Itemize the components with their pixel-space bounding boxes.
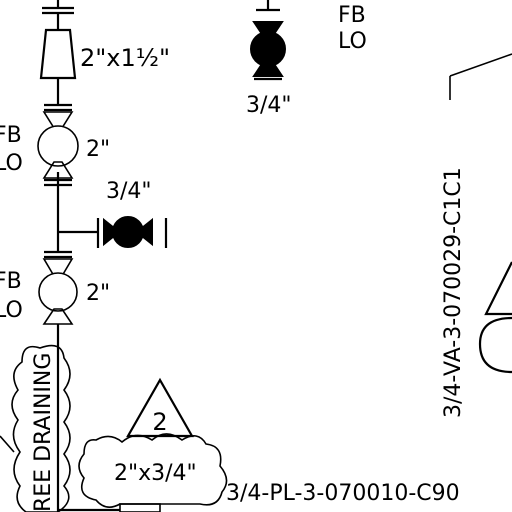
reducer-size-label: 2"x1½" [80,44,170,72]
main-vertical-pipe [42,0,74,512]
bottom-pipe [58,503,161,512]
leader-line [449,53,512,100]
top-right-valve-size-label: 3/4" [246,93,292,118]
ball-valve-upper-icon [37,111,79,179]
cloud-reducer-label: 2"x3/4" [114,461,197,486]
ball-valve-upper-lo-label: LO [0,151,23,176]
revision-cloud-bottom [78,433,228,508]
reducer-icon [39,28,77,80]
top-right-valve-icon [250,21,286,81]
branch-valve-icon [103,216,153,248]
revision-number: 2 [152,408,167,436]
ball-valve-lower-lo-label: LO [0,298,23,323]
top-right-valve-lo-label: LO [338,29,367,54]
ball-valve-upper-fb-label: FB [0,123,22,148]
line-number-vertical: 3/4-VA-3-070029-C1C1 [441,167,466,418]
branch-pipe [58,218,168,248]
revision-cloud-left [0,344,71,512]
top-valve-stem [256,0,280,12]
top-right-valve-fb-label: FB [338,3,366,28]
right-instrument-icon [478,261,512,374]
ball-valve-lower-size-label: 2" [86,281,110,306]
cloud-left-label: REE DRAINING [31,353,56,512]
ball-valve-lower-icon [38,258,78,325]
line-number-horizontal: 3/4-PL-3-070010-C90 [226,481,460,506]
ball-valve-lower-fb-label: FB [0,269,22,294]
branch-valve-size-label: 3/4" [106,179,152,204]
ball-valve-upper-size-label: 2" [86,137,110,162]
